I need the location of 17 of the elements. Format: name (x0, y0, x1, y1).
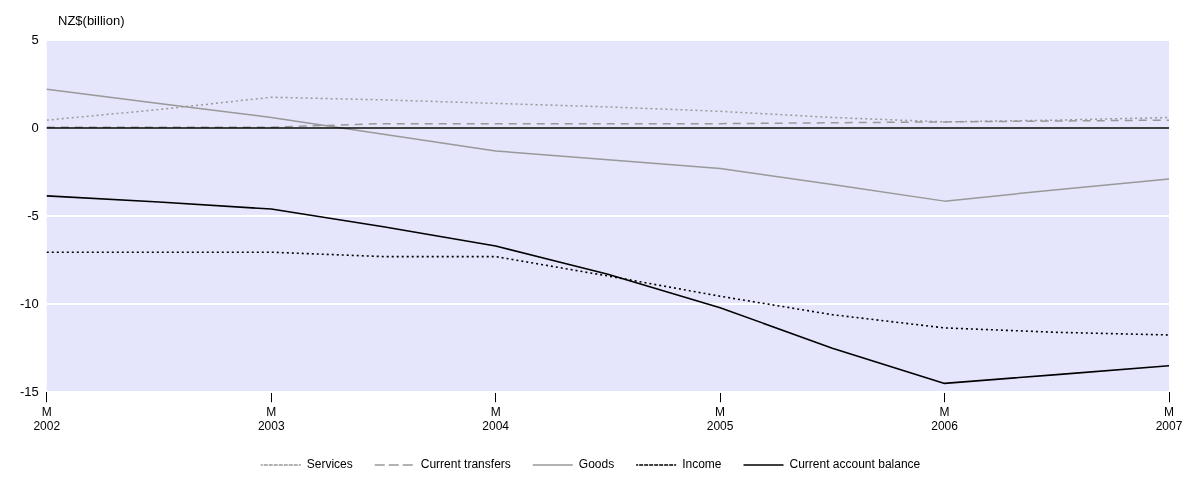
x-tick-label: M 2007 (1155, 404, 1183, 434)
legend-label: Current account balance (789, 457, 921, 472)
legend-label: Current transfers (420, 457, 511, 472)
y-tick-label: 5 (31, 31, 39, 47)
y-tick-label: -10 (19, 295, 39, 311)
y-axis-title: NZ$(billion) (58, 13, 125, 29)
x-tick-label: M 2004 (482, 404, 510, 434)
legend-label: Services (306, 457, 353, 472)
x-tick-label: M 2003 (257, 404, 285, 434)
y-tick-label: -5 (27, 207, 39, 223)
x-tick-label: M 2002 (33, 404, 61, 434)
x-tick-label: M 2006 (931, 404, 959, 434)
y-tick-label: -15 (19, 383, 39, 399)
legend-label: Income (682, 457, 722, 472)
x-tick-label: M 2005 (706, 404, 734, 434)
y-tick-label: 0 (31, 119, 39, 135)
legend-label: Goods (578, 457, 615, 472)
